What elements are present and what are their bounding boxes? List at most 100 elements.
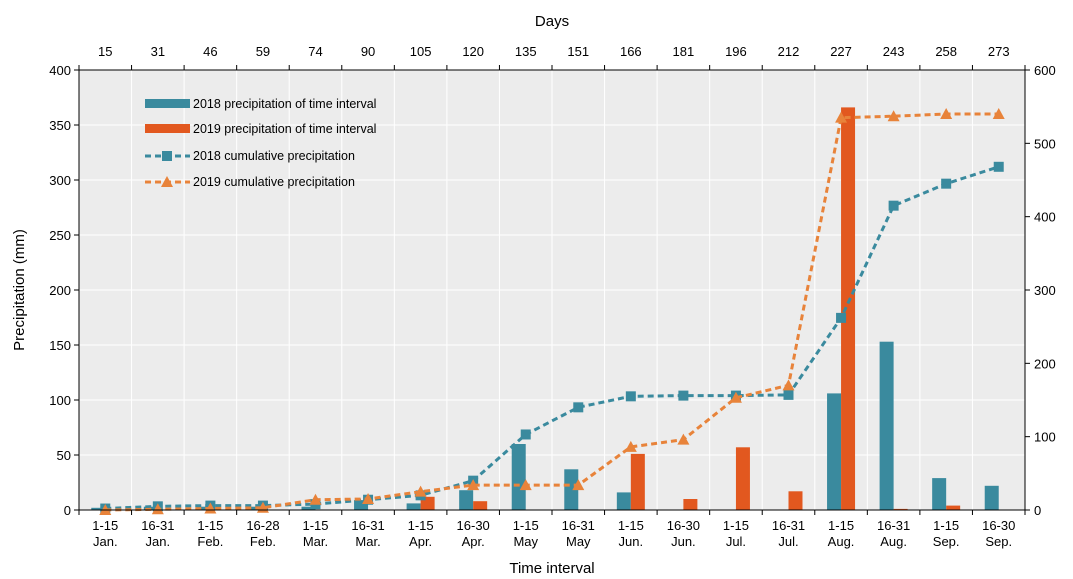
bar <box>406 503 421 510</box>
data-point <box>782 379 795 391</box>
y-tick-label: 200 <box>49 283 71 298</box>
data-point <box>309 493 322 505</box>
top-tick-label: 120 <box>462 44 484 59</box>
x-tick-label: 16-30 <box>457 518 490 533</box>
x-tick-label-month: Apr. <box>462 534 485 549</box>
top-tick-label: 212 <box>778 44 800 59</box>
data-point <box>467 479 480 491</box>
bar <box>932 478 947 510</box>
top-tick-label: 166 <box>620 44 642 59</box>
data-point <box>887 110 900 122</box>
top-tick-label: 105 <box>410 44 432 59</box>
top-tick-label: 227 <box>830 44 852 59</box>
bar <box>984 485 999 510</box>
y-tick-label: 150 <box>49 338 71 353</box>
x-tick-label-month: Jul. <box>726 534 746 549</box>
bar <box>511 444 526 510</box>
top-tick-label: 59 <box>256 44 270 59</box>
x-tick-label-month: May <box>513 534 538 549</box>
data-point <box>414 485 427 497</box>
y2-tick-label: 0 <box>1034 503 1041 518</box>
data-point <box>729 391 742 403</box>
bar <box>841 107 856 511</box>
bar <box>683 499 698 510</box>
x-tick-label-month: Jun. <box>619 534 644 549</box>
data-point <box>625 391 636 402</box>
bar <box>301 506 316 510</box>
x-tick-label: 1-15 <box>92 518 118 533</box>
bar <box>616 492 631 510</box>
y-axis-title: Precipitation (mm) <box>11 229 28 351</box>
bar <box>196 506 211 510</box>
y-tick-label: 0 <box>64 503 71 518</box>
bar <box>459 490 474 510</box>
data-point <box>836 312 847 323</box>
x-tick-label-month: Mar. <box>303 534 328 549</box>
top-axis-title: Days <box>535 13 569 30</box>
legend-label: 2018 precipitation of time interval <box>193 97 376 111</box>
legend-marker <box>161 176 173 187</box>
x-tick-label-month: Jan. <box>146 534 171 549</box>
data-point <box>204 502 217 514</box>
data-point <box>941 178 952 189</box>
y-tick-label: 350 <box>49 118 71 133</box>
series-line <box>105 112 999 512</box>
bar <box>879 341 894 510</box>
x-tick-label-month: Mar. <box>355 534 380 549</box>
x-tick-label: 16-31 <box>562 518 595 533</box>
bar <box>564 469 579 510</box>
legend-swatch <box>145 124 190 133</box>
x-tick-label-month: Jul. <box>778 534 798 549</box>
x-tick-label-month: May <box>566 534 591 549</box>
data-point <box>835 111 848 123</box>
x-tick-label: 1-15 <box>197 518 223 533</box>
data-point <box>783 389 794 400</box>
x-tick-label: 16-31 <box>772 518 805 533</box>
x-tick-label: 1-15 <box>828 518 854 533</box>
top-tick-label: 15 <box>98 44 112 59</box>
top-tick-label: 258 <box>935 44 957 59</box>
y2-tick-label: 400 <box>1034 210 1056 225</box>
bar <box>630 453 645 510</box>
gridlines <box>79 70 1025 510</box>
y2-tick-label: 100 <box>1034 430 1056 445</box>
bar <box>473 501 488 510</box>
x-tick-label-month: Apr. <box>409 534 432 549</box>
top-tick-label: 151 <box>567 44 589 59</box>
top-tick-label: 181 <box>673 44 695 59</box>
x-tick-label: 16-31 <box>351 518 384 533</box>
data-point <box>362 493 375 504</box>
data-point <box>677 433 690 445</box>
y2-tick-label: 500 <box>1034 136 1056 151</box>
x-tick-label: 16-31 <box>877 518 910 533</box>
data-point <box>519 479 532 491</box>
y2-tick-label: 600 <box>1034 63 1056 78</box>
top-tick-label: 135 <box>515 44 537 59</box>
x-tick-label-month: Aug. <box>828 534 855 549</box>
legend-label: 2019 precipitation of time interval <box>193 122 376 136</box>
top-tick-label: 243 <box>883 44 905 59</box>
x-tick-label-month: Sep. <box>985 534 1012 549</box>
data-point <box>888 200 899 211</box>
y-tick-label: 100 <box>49 393 71 408</box>
x-tick-label: 1-15 <box>408 518 434 533</box>
top-tick-label: 273 <box>988 44 1010 59</box>
x-tick-label-month: Aug. <box>880 534 907 549</box>
line-series <box>99 108 1005 515</box>
bar <box>735 447 750 510</box>
data-point <box>520 429 531 440</box>
top-tick-label: 90 <box>361 44 375 59</box>
top-tick-label: 31 <box>151 44 165 59</box>
legend-label: 2019 cumulative precipitation <box>193 175 355 189</box>
y-tick-label: 400 <box>49 63 71 78</box>
bar <box>91 507 106 510</box>
x-tick-label-month: Feb. <box>197 534 223 549</box>
y2-tick-label: 300 <box>1034 283 1056 298</box>
x-tick-label: 1-15 <box>513 518 539 533</box>
data-point <box>624 440 637 452</box>
data-point <box>678 390 689 401</box>
x-tick-label: 1-15 <box>302 518 328 533</box>
data-point <box>993 161 1004 172</box>
data-point <box>151 503 164 515</box>
